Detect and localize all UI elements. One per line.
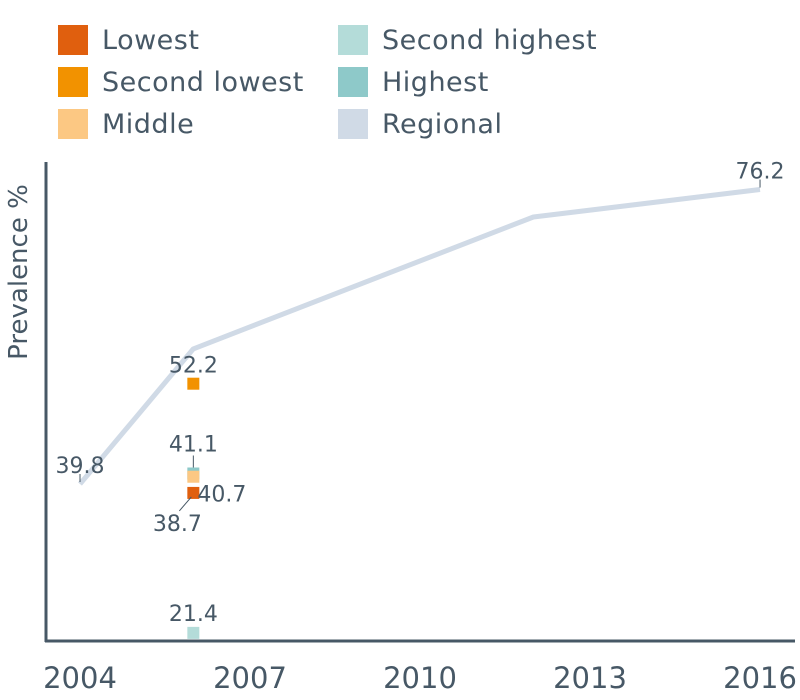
legend-item-second-lowest: Second lowest — [58, 64, 304, 100]
data-label-second-highest: 21.4 — [169, 602, 218, 627]
legend-swatch — [58, 25, 88, 55]
x-tick-label-2007: 2007 — [213, 661, 287, 695]
series-line-regional — [78, 187, 761, 486]
x-tick-label-2016: 2016 — [723, 661, 797, 695]
x-tick-label-2010: 2010 — [383, 661, 457, 695]
marker-middle — [187, 470, 200, 483]
legend-label: Second highest — [382, 24, 598, 56]
legend-swatch — [58, 67, 88, 97]
legend-label: Second lowest — [102, 66, 304, 98]
y-axis-title: Prevalence % — [4, 184, 34, 360]
label-leader-lowest — [178, 496, 192, 512]
data-label-regional-first: 39.8 — [56, 454, 105, 479]
legend: Lowest Second lowest Middle Second highest H… — [58, 22, 778, 152]
x-tick-label-2004: 2004 — [43, 661, 117, 695]
data-label-lowest: 38.7 — [153, 512, 202, 537]
legend-label: Middle — [102, 108, 195, 140]
legend-swatch — [338, 25, 368, 55]
x-tick-label-2013: 2013 — [553, 661, 627, 695]
legend-label: Highest — [382, 66, 489, 98]
data-label-regional-last: 76.2 — [736, 160, 785, 185]
legend-item-regional: Regional — [338, 106, 502, 142]
marker-second-highest — [187, 626, 200, 639]
legend-item-highest: Highest — [338, 64, 489, 100]
legend-item-lowest: Lowest — [58, 22, 199, 58]
data-label-highest: 41.1 — [169, 433, 218, 458]
legend-swatch — [338, 67, 368, 97]
data-label-middle: 40.7 — [197, 483, 246, 508]
legend-label: Lowest — [102, 24, 200, 56]
legend-swatch — [338, 109, 368, 139]
legend-label: Regional — [382, 108, 503, 140]
legend-item-second-highest: Second highest — [338, 22, 597, 58]
marker-lowest — [187, 486, 200, 499]
legend-item-middle: Middle — [58, 106, 194, 142]
legend-swatch — [58, 109, 88, 139]
data-label-second-lowest: 52.2 — [169, 354, 218, 379]
marker-second-lowest — [187, 377, 200, 390]
